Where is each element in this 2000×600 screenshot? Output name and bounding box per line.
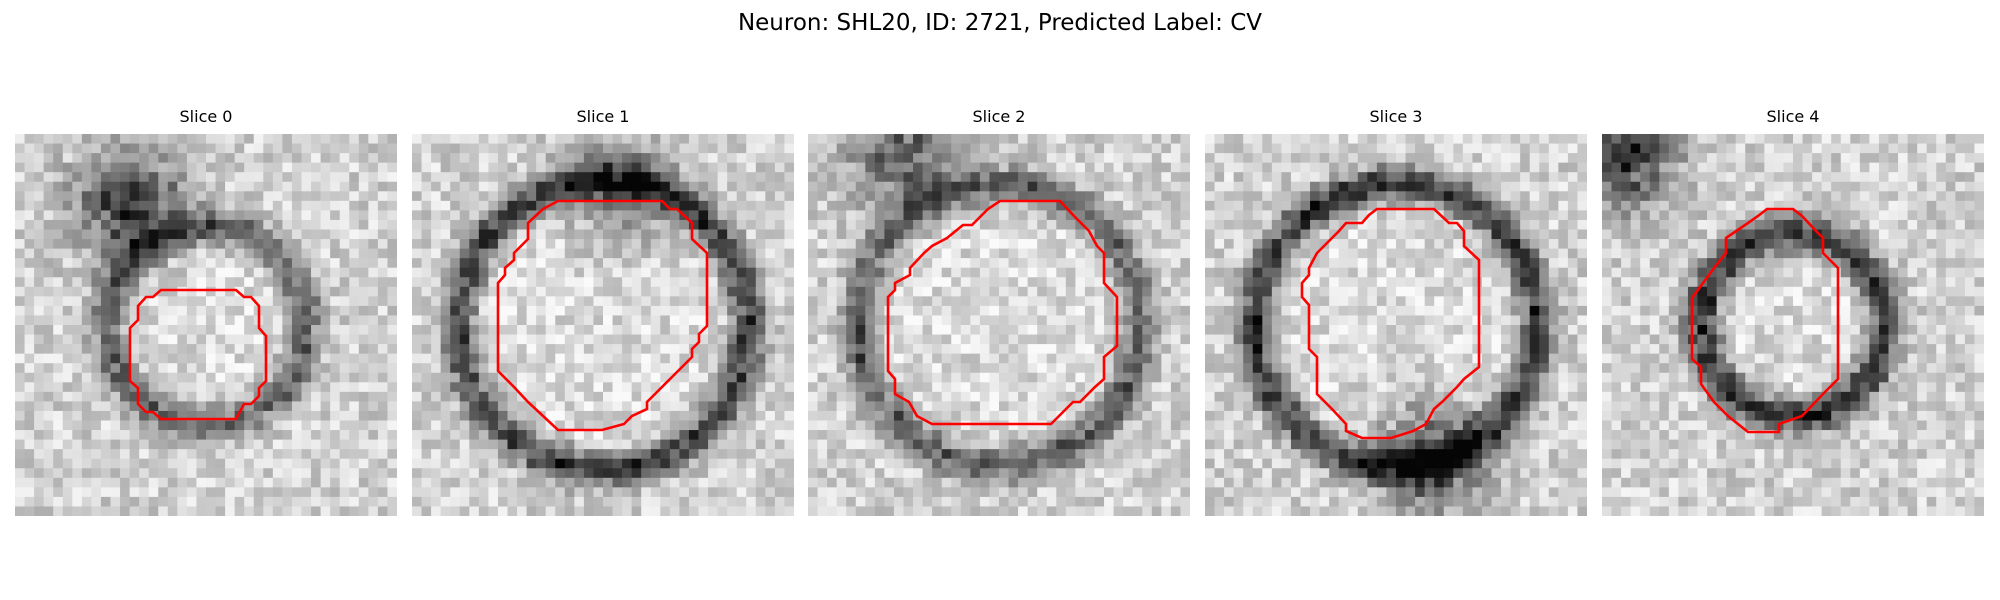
microscopy-image xyxy=(412,134,794,516)
microscopy-image xyxy=(1205,134,1587,516)
panel-title: Slice 2 xyxy=(808,106,1190,128)
panel-title: Slice 0 xyxy=(15,106,397,128)
panel-title: Slice 1 xyxy=(412,106,794,128)
microscopy-image xyxy=(15,134,397,516)
figure-title: Neuron: SHL20, ID: 2721, Predicted Label… xyxy=(0,8,2000,38)
microscopy-image xyxy=(808,134,1190,516)
panel-title: Slice 3 xyxy=(1205,106,1587,128)
panel-title: Slice 4 xyxy=(1602,106,1984,128)
microscopy-image xyxy=(1602,134,1984,516)
